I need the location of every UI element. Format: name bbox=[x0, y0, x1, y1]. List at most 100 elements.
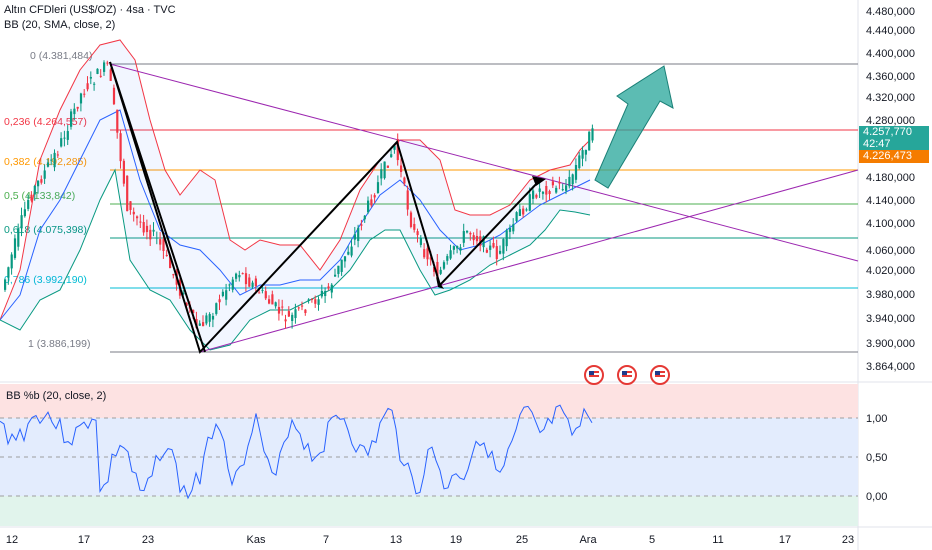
candle-body[interactable] bbox=[182, 292, 185, 295]
symbol-title[interactable]: Altın CFDleri (US$/OZ) · 4sa · TVC bbox=[4, 4, 176, 16]
candle-body[interactable] bbox=[66, 131, 69, 140]
candle-body[interactable] bbox=[37, 180, 40, 187]
candle-body[interactable] bbox=[475, 235, 479, 242]
candle-body[interactable] bbox=[343, 256, 347, 262]
candle-body[interactable] bbox=[235, 273, 238, 279]
candle-body[interactable] bbox=[89, 77, 92, 79]
candle-body[interactable] bbox=[63, 137, 66, 139]
candle-body[interactable] bbox=[485, 249, 488, 253]
candle-body[interactable] bbox=[403, 177, 406, 184]
candle-body[interactable] bbox=[400, 165, 403, 173]
candle-body[interactable] bbox=[126, 175, 129, 211]
candle-body[interactable] bbox=[466, 230, 469, 233]
candle-body[interactable] bbox=[353, 234, 356, 240]
candle-body[interactable] bbox=[363, 215, 366, 220]
candle-body[interactable] bbox=[50, 159, 53, 161]
candle-body[interactable] bbox=[287, 311, 290, 317]
candle-body[interactable] bbox=[294, 309, 297, 319]
candle-body[interactable] bbox=[334, 274, 337, 277]
candle-body[interactable] bbox=[423, 249, 426, 258]
bb-percent-b-line[interactable] bbox=[0, 404, 593, 500]
candle-body[interactable] bbox=[373, 195, 376, 198]
candle-body[interactable] bbox=[198, 323, 201, 326]
candle-body[interactable] bbox=[79, 93, 83, 104]
candle-body[interactable] bbox=[132, 211, 135, 215]
candle-body[interactable] bbox=[307, 299, 310, 301]
candle-body[interactable] bbox=[515, 212, 518, 222]
candle-body[interactable] bbox=[472, 235, 475, 241]
candle-body[interactable] bbox=[310, 298, 314, 300]
candle-body[interactable] bbox=[215, 303, 218, 314]
candle-body[interactable] bbox=[433, 267, 436, 272]
candle-body[interactable] bbox=[221, 291, 224, 296]
candle-body[interactable] bbox=[495, 246, 498, 259]
candle-body[interactable] bbox=[574, 165, 578, 180]
candle-body[interactable] bbox=[261, 289, 264, 291]
candle-body[interactable] bbox=[545, 185, 548, 195]
candle-body[interactable] bbox=[456, 246, 459, 249]
candle-body[interactable] bbox=[350, 246, 353, 256]
candle-body[interactable] bbox=[248, 277, 251, 287]
bullish-projection-arrow[interactable] bbox=[594, 65, 674, 189]
candle-body[interactable] bbox=[419, 237, 422, 245]
candle-body[interactable] bbox=[10, 254, 13, 269]
candle-body[interactable] bbox=[274, 302, 277, 307]
candle-body[interactable] bbox=[337, 265, 340, 274]
candle-body[interactable] bbox=[508, 227, 512, 232]
candle-body[interactable] bbox=[139, 221, 142, 223]
candle-body[interactable] bbox=[129, 201, 132, 210]
candle-body[interactable] bbox=[324, 290, 327, 297]
candle-body[interactable] bbox=[386, 165, 389, 168]
candle-body[interactable] bbox=[393, 145, 396, 150]
candle-body[interactable] bbox=[439, 269, 442, 274]
candle-body[interactable] bbox=[532, 190, 535, 199]
candle-body[interactable] bbox=[376, 182, 380, 194]
candle-body[interactable] bbox=[20, 215, 23, 229]
candle-body[interactable] bbox=[581, 150, 584, 159]
candle-body[interactable] bbox=[380, 169, 383, 179]
candle-body[interactable] bbox=[528, 194, 531, 211]
candle-body[interactable] bbox=[238, 275, 241, 278]
candle-body[interactable] bbox=[588, 131, 591, 151]
candle-body[interactable] bbox=[218, 299, 221, 303]
candle-body[interactable] bbox=[459, 247, 462, 251]
candle-body[interactable] bbox=[548, 191, 551, 195]
candle-body[interactable] bbox=[106, 62, 109, 64]
candle-body[interactable] bbox=[314, 299, 317, 304]
candle-body[interactable] bbox=[17, 228, 20, 247]
candle-body[interactable] bbox=[426, 248, 429, 260]
candle-body[interactable] bbox=[93, 83, 96, 85]
candle-body[interactable] bbox=[522, 208, 525, 215]
candle-body[interactable] bbox=[442, 262, 446, 269]
candle-body[interactable] bbox=[103, 62, 106, 72]
candle-body[interactable] bbox=[228, 284, 231, 286]
candle-body[interactable] bbox=[99, 75, 102, 77]
candle-body[interactable] bbox=[27, 200, 30, 209]
candle-body[interactable] bbox=[96, 68, 99, 74]
candle-body[interactable] bbox=[409, 212, 413, 228]
candle-body[interactable] bbox=[264, 291, 267, 299]
candle-body[interactable] bbox=[591, 128, 594, 141]
candle-body[interactable] bbox=[13, 238, 17, 258]
candle-body[interactable] bbox=[499, 250, 502, 254]
candle-body[interactable] bbox=[357, 227, 360, 241]
candle-body[interactable] bbox=[40, 179, 43, 183]
candle-body[interactable] bbox=[277, 306, 281, 314]
candle-body[interactable] bbox=[60, 138, 63, 147]
candle-body[interactable] bbox=[23, 209, 26, 217]
candle-body[interactable] bbox=[568, 176, 571, 187]
price-axis[interactable]: 4.480,000 4.440,000 4.400,000 4.360,000 4.32… bbox=[866, 6, 915, 373]
candle-body[interactable] bbox=[142, 222, 145, 233]
candle-body[interactable] bbox=[367, 200, 370, 213]
candle-body[interactable] bbox=[518, 209, 521, 216]
candle-body[interactable] bbox=[258, 292, 261, 294]
candle-body[interactable] bbox=[396, 139, 399, 161]
candle-body[interactable] bbox=[159, 239, 162, 245]
candle-body[interactable] bbox=[109, 69, 112, 81]
candle-body[interactable] bbox=[561, 189, 564, 191]
candle-body[interactable] bbox=[251, 282, 254, 287]
candle-body[interactable] bbox=[502, 239, 505, 254]
candle-body[interactable] bbox=[268, 299, 271, 304]
candle-body[interactable] bbox=[83, 93, 86, 95]
